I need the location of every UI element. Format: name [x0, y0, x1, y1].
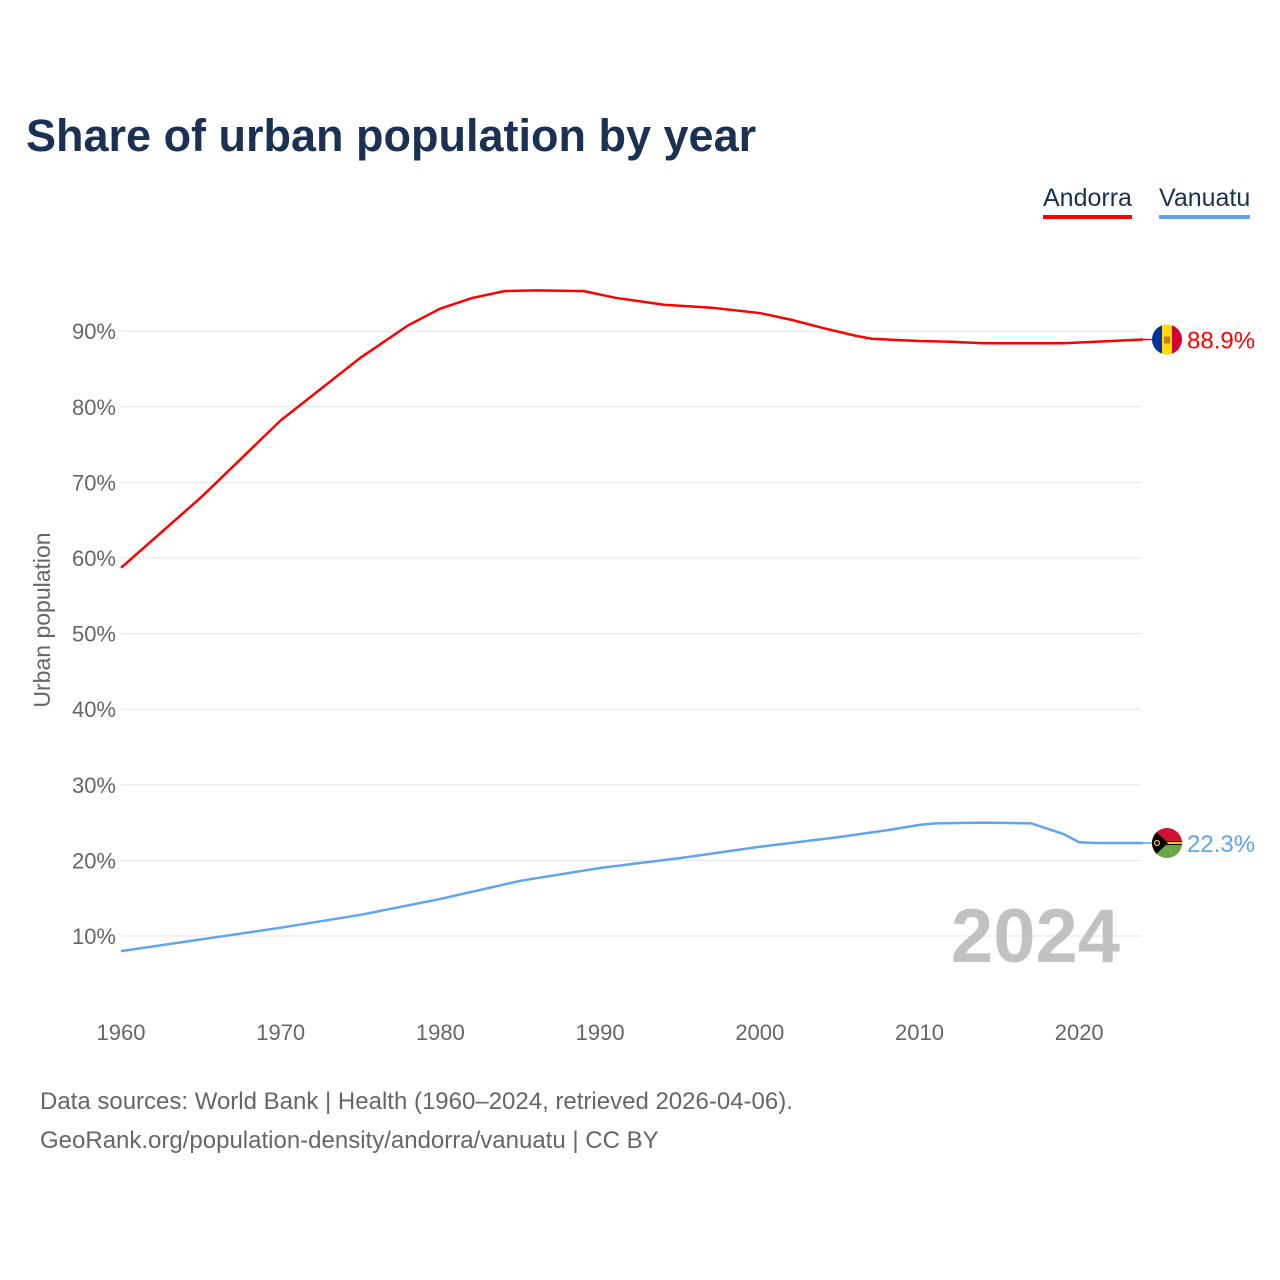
y-axis-label: Urban population	[29, 532, 55, 707]
source-link[interactable]: GeoRank.org/population-density/andorra/v…	[40, 1127, 659, 1154]
x-tick-label: 2000	[735, 1020, 784, 1045]
y-tick-label: 80%	[72, 395, 116, 420]
x-tick-label: 1960	[97, 1020, 146, 1045]
series-line-vanuatu	[120, 821, 1144, 953]
end-value-label: 88.9%	[1187, 328, 1255, 355]
year-watermark: 2024	[951, 894, 1120, 979]
y-tick-label: 10%	[72, 924, 116, 949]
data-sources: Data sources: World Bank | Health (1960–…	[40, 1088, 793, 1115]
x-tick-label: 1970	[256, 1020, 305, 1045]
andorra-flag-icon	[1152, 324, 1182, 355]
vanuatu-flag-icon	[1152, 828, 1182, 859]
end-value-label: 22.3%	[1187, 831, 1255, 858]
x-tick-label: 2010	[895, 1020, 944, 1045]
y-tick-label: 90%	[72, 319, 116, 344]
x-tick-label: 1990	[576, 1020, 625, 1045]
x-tick-label: 1980	[416, 1020, 465, 1045]
x-tick-label: 2020	[1055, 1020, 1104, 1045]
chart-title: Share of urban population by year	[26, 110, 757, 161]
y-tick-label: 50%	[72, 622, 116, 647]
y-tick-label: 40%	[72, 697, 116, 722]
y-tick-label: 20%	[72, 848, 116, 873]
y-tick-label: 30%	[72, 773, 116, 798]
legend-vanuatu[interactable]: Vanuatu	[1159, 184, 1251, 219]
y-tick-label: 60%	[72, 546, 116, 571]
y-tick-label: 70%	[72, 470, 116, 495]
series-line-andorra	[120, 289, 1144, 569]
legend-andorra[interactable]: Andorra	[1043, 184, 1132, 219]
